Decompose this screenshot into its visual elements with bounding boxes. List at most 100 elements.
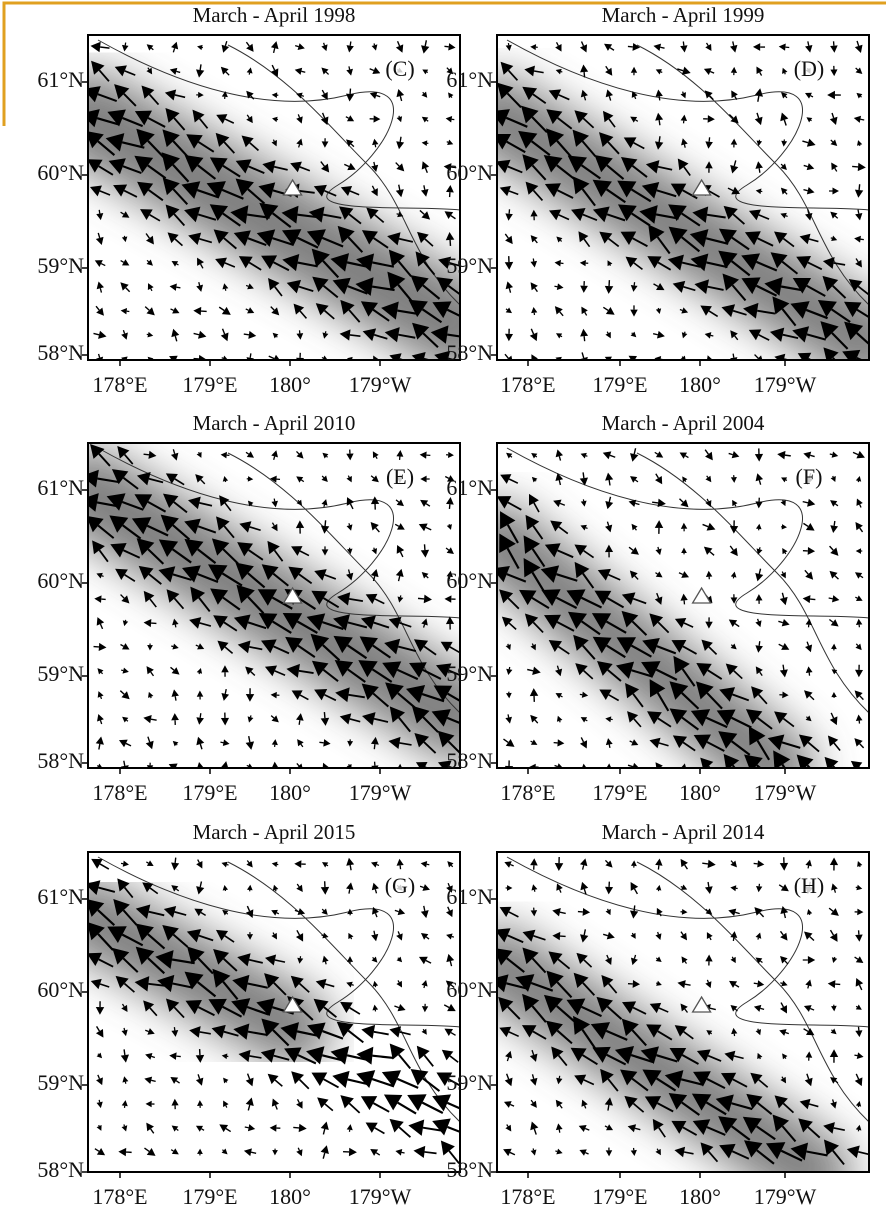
lat-label: 59°N: [37, 253, 84, 278]
vector-arrow: [634, 575, 639, 580]
vector-arrow: [249, 353, 252, 358]
arrow-head: [555, 333, 563, 339]
lon-label: 179°E: [182, 1184, 237, 1209]
vector-arrow: [734, 911, 740, 915]
vector-arrow: [246, 905, 251, 912]
vector-arrow: [374, 889, 378, 894]
arrow-head: [567, 155, 588, 174]
arrow-head: [296, 333, 304, 340]
arrow-head: [246, 67, 253, 74]
vector-arrow: [633, 718, 642, 728]
vector-arrow: [322, 260, 340, 279]
arrow-head: [531, 307, 538, 314]
vector-arrow: [830, 139, 834, 143]
arrow-head: [779, 862, 789, 871]
arrow-head: [506, 885, 513, 891]
arrow-head: [515, 974, 535, 992]
arrow-head: [94, 595, 102, 603]
arrow-head: [117, 445, 130, 459]
arrow-head: [756, 66, 763, 75]
arrow-head: [829, 116, 838, 126]
arrow-head: [196, 667, 203, 674]
arrow-head: [730, 115, 739, 124]
vector-arrow: [199, 1031, 211, 1035]
arrow-head: [830, 619, 839, 627]
vector-arrow: [224, 118, 235, 124]
arrow-head: [190, 586, 206, 603]
vector-arrow: [398, 333, 416, 339]
arrow-head: [756, 355, 763, 360]
arrow-head: [680, 92, 686, 99]
arrow-head: [630, 1149, 637, 1157]
arrow-head: [181, 181, 201, 199]
vector-arrow: [299, 694, 309, 701]
arrow-head: [268, 278, 280, 291]
arrow-head: [145, 1100, 152, 1108]
arrow-head: [655, 89, 663, 97]
vector-arrow: [444, 45, 449, 48]
vector-arrow: [807, 741, 820, 753]
arrow-head: [115, 975, 129, 989]
arrow-head: [830, 69, 838, 77]
arrow-head: [780, 905, 789, 915]
arrow-head: [312, 276, 329, 293]
vector-arrow: [534, 239, 538, 244]
arrow-head: [170, 1076, 179, 1084]
vector-arrow: [246, 1073, 251, 1080]
arrow-head: [829, 570, 838, 579]
vector-arrow: [97, 93, 118, 103]
vector-arrow: [632, 1102, 645, 1113]
arrow-head: [108, 158, 126, 175]
vector-arrow: [556, 164, 575, 180]
arrow-head: [625, 683, 640, 699]
vector-arrow: [99, 190, 111, 196]
vector-arrow: [272, 572, 289, 587]
arrow-head: [655, 1148, 661, 1156]
vector-arrow: [123, 1027, 126, 1031]
arrow-head: [574, 110, 588, 124]
vector-arrow: [248, 261, 262, 271]
lat-label: 61°N: [37, 475, 84, 500]
arrow-head: [222, 355, 229, 360]
arrow-head: [548, 89, 562, 101]
arrow-head: [728, 908, 737, 917]
arrow-head: [437, 730, 455, 748]
arrow-head: [415, 251, 430, 267]
vector-arrow: [583, 929, 587, 936]
vector-arrow: [510, 1103, 515, 1107]
vector-arrow: [684, 455, 689, 459]
arrow-head: [397, 596, 404, 603]
arrow-head: [321, 908, 328, 915]
arrow-head: [804, 92, 812, 99]
arrow-head: [96, 281, 104, 290]
arrow-head: [655, 308, 662, 314]
arrow-head: [96, 617, 105, 626]
arrow-head: [543, 994, 563, 1014]
vector-arrow: [121, 933, 144, 947]
arrow-head: [422, 69, 429, 75]
arrow-head: [433, 685, 453, 702]
vector-arrow: [175, 888, 180, 892]
arrow-head: [171, 862, 180, 871]
arrow-head: [95, 1006, 105, 1015]
arrow-head: [705, 500, 712, 508]
arrow-head: [120, 307, 128, 315]
arrow-head: [499, 185, 511, 197]
vector-arrow: [247, 237, 267, 246]
vector-arrow: [270, 306, 275, 311]
arrow-head: [505, 333, 514, 342]
vector-arrow: [171, 548, 192, 564]
vector-arrow: [781, 260, 799, 275]
vector-arrow: [447, 906, 451, 912]
panel-label: (E): [386, 464, 414, 489]
vector-arrow: [707, 285, 724, 291]
vector-arrow: [606, 954, 610, 960]
arrow-head: [282, 613, 303, 630]
arrow-head: [339, 329, 351, 341]
arrow-head: [271, 739, 278, 746]
vector-arrow: [828, 618, 834, 623]
arrow-head: [321, 862, 329, 868]
vector-arrow: [531, 548, 546, 568]
arrow-head: [730, 547, 738, 557]
vector-arrow: [422, 91, 425, 94]
